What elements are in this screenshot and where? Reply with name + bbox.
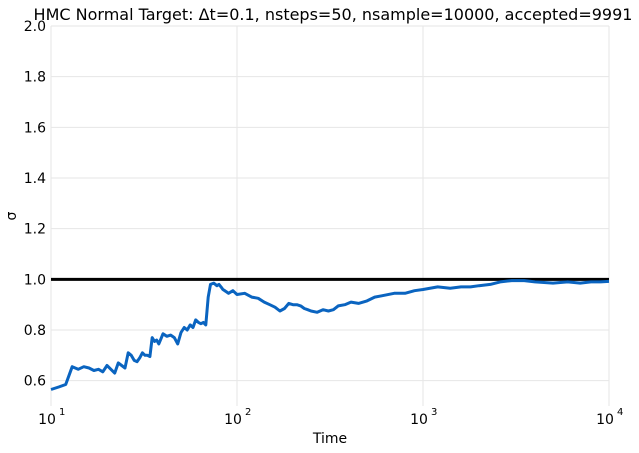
- grid-lines: [50, 25, 610, 406]
- x-tick-label: 10: [224, 412, 242, 428]
- x-tick-exponent: 1: [59, 407, 65, 418]
- x-tick-label: 10: [596, 412, 614, 428]
- y-tick-labels: 0.6 0.8 1.0 1.2 1.4 1.6 1.8 2.0: [24, 19, 46, 390]
- chart-title: HMC Normal Target: Δt=0.1, nsteps=50, ns…: [34, 5, 633, 24]
- series-lines: [50, 279, 610, 391]
- x-axis-label: Time: [312, 431, 347, 447]
- y-tick-label: 0.6: [24, 374, 46, 390]
- y-tick-label: 1.0: [24, 272, 46, 288]
- y-axis-label: σ: [4, 211, 20, 220]
- x-tick-exponent: 3: [431, 407, 437, 418]
- y-tick-label: 2.0: [24, 19, 46, 35]
- series-line: [50, 279, 610, 391]
- y-tick-label: 1.6: [24, 120, 46, 136]
- x-tick-exponent: 2: [245, 407, 251, 418]
- y-tick-label: 0.8: [24, 323, 46, 339]
- x-tick-label: 10: [410, 412, 428, 428]
- x-tick-exponent: 4: [617, 407, 623, 418]
- y-tick-label: 1.2: [24, 222, 46, 238]
- x-tick-label: 10: [38, 412, 56, 428]
- x-tick-labels: 10 1 10 2 10 3 10 4: [38, 407, 623, 428]
- y-tick-label: 1.4: [24, 171, 46, 187]
- y-tick-label: 1.8: [24, 70, 46, 86]
